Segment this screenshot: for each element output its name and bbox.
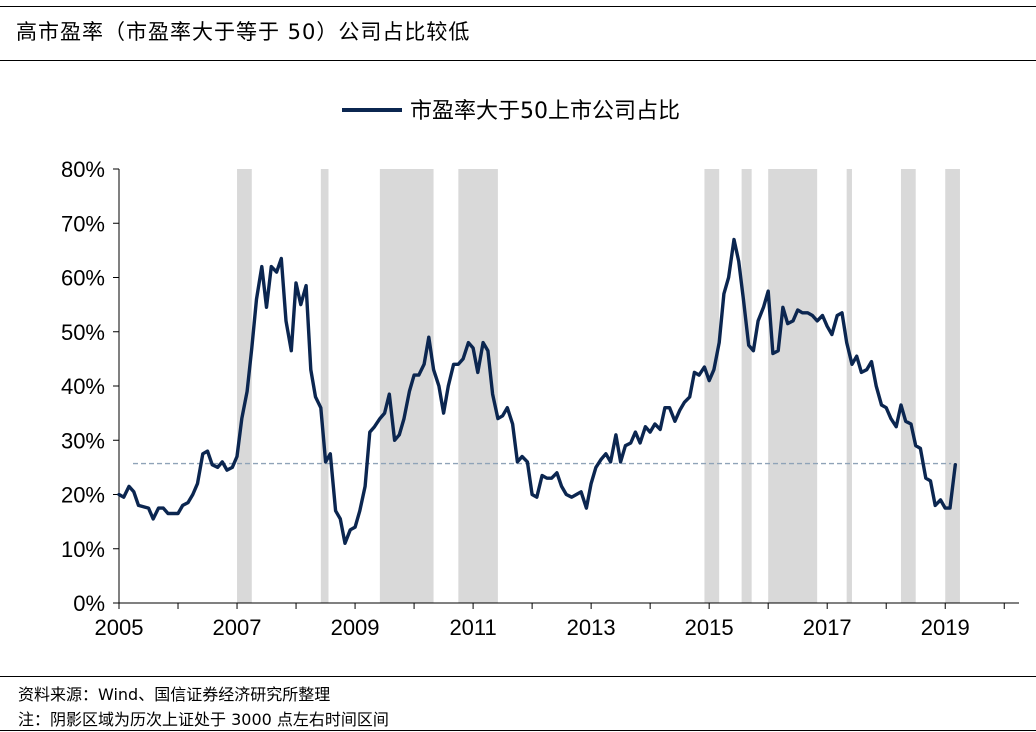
legend-label: 市盈率大于50上市公司占比: [410, 99, 680, 124]
bottom-rule: [0, 730, 1036, 731]
x-tick-label: 2013: [567, 615, 616, 640]
x-tick-label: 2009: [331, 615, 380, 640]
shaded-range-2: [320, 169, 329, 603]
y-tick-label: 0%: [73, 591, 105, 616]
y-tick-label: 80%: [61, 157, 105, 182]
x-tick-label: 2011: [449, 615, 496, 640]
shade-note: 注：阴影区域为历次上证处于 3000 点左右时间区间: [18, 710, 389, 729]
source-note: 资料来源：Wind、国信证券经济研究所整理: [18, 685, 331, 704]
page-title: 高市盈率（市盈率大于等于 50）公司占比较低: [16, 20, 471, 44]
shaded-range-8: [846, 169, 852, 603]
shaded-range-7: [768, 169, 818, 603]
shaded-range-9: [900, 169, 916, 603]
y-tick-label: 30%: [61, 428, 105, 453]
legend: 市盈率大于50上市公司占比: [342, 99, 680, 124]
shaded-range-10: [945, 169, 960, 603]
shaded-range-1: [237, 169, 252, 603]
title-rule: [0, 60, 1036, 61]
shaded-range-6: [741, 169, 752, 603]
series-line: [117, 237, 957, 545]
y-tick-label: 20%: [61, 483, 105, 508]
footer-rule: [0, 676, 1036, 677]
shaded-range-3: [379, 169, 434, 603]
top-rule: [0, 6, 1036, 7]
shaded-range-5: [704, 169, 720, 603]
x-tick-label: 2007: [213, 615, 262, 640]
y-tick-label: 40%: [61, 374, 105, 399]
line-chart: 0% 10% 20% 30% 40% 50% 60% 70% 80% 2005 2007 2009 20…: [61, 99, 1019, 640]
x-tick-label: 2019: [921, 615, 970, 640]
y-tick-label: 50%: [61, 320, 105, 345]
x-tick-label: 2015: [685, 615, 734, 640]
y-tick-label: 60%: [61, 266, 105, 291]
y-tick-label: 70%: [61, 211, 105, 236]
y-tick-label: 10%: [61, 537, 105, 562]
x-tick-label: 2017: [803, 615, 852, 640]
x-tick-label: 2005: [95, 615, 144, 640]
